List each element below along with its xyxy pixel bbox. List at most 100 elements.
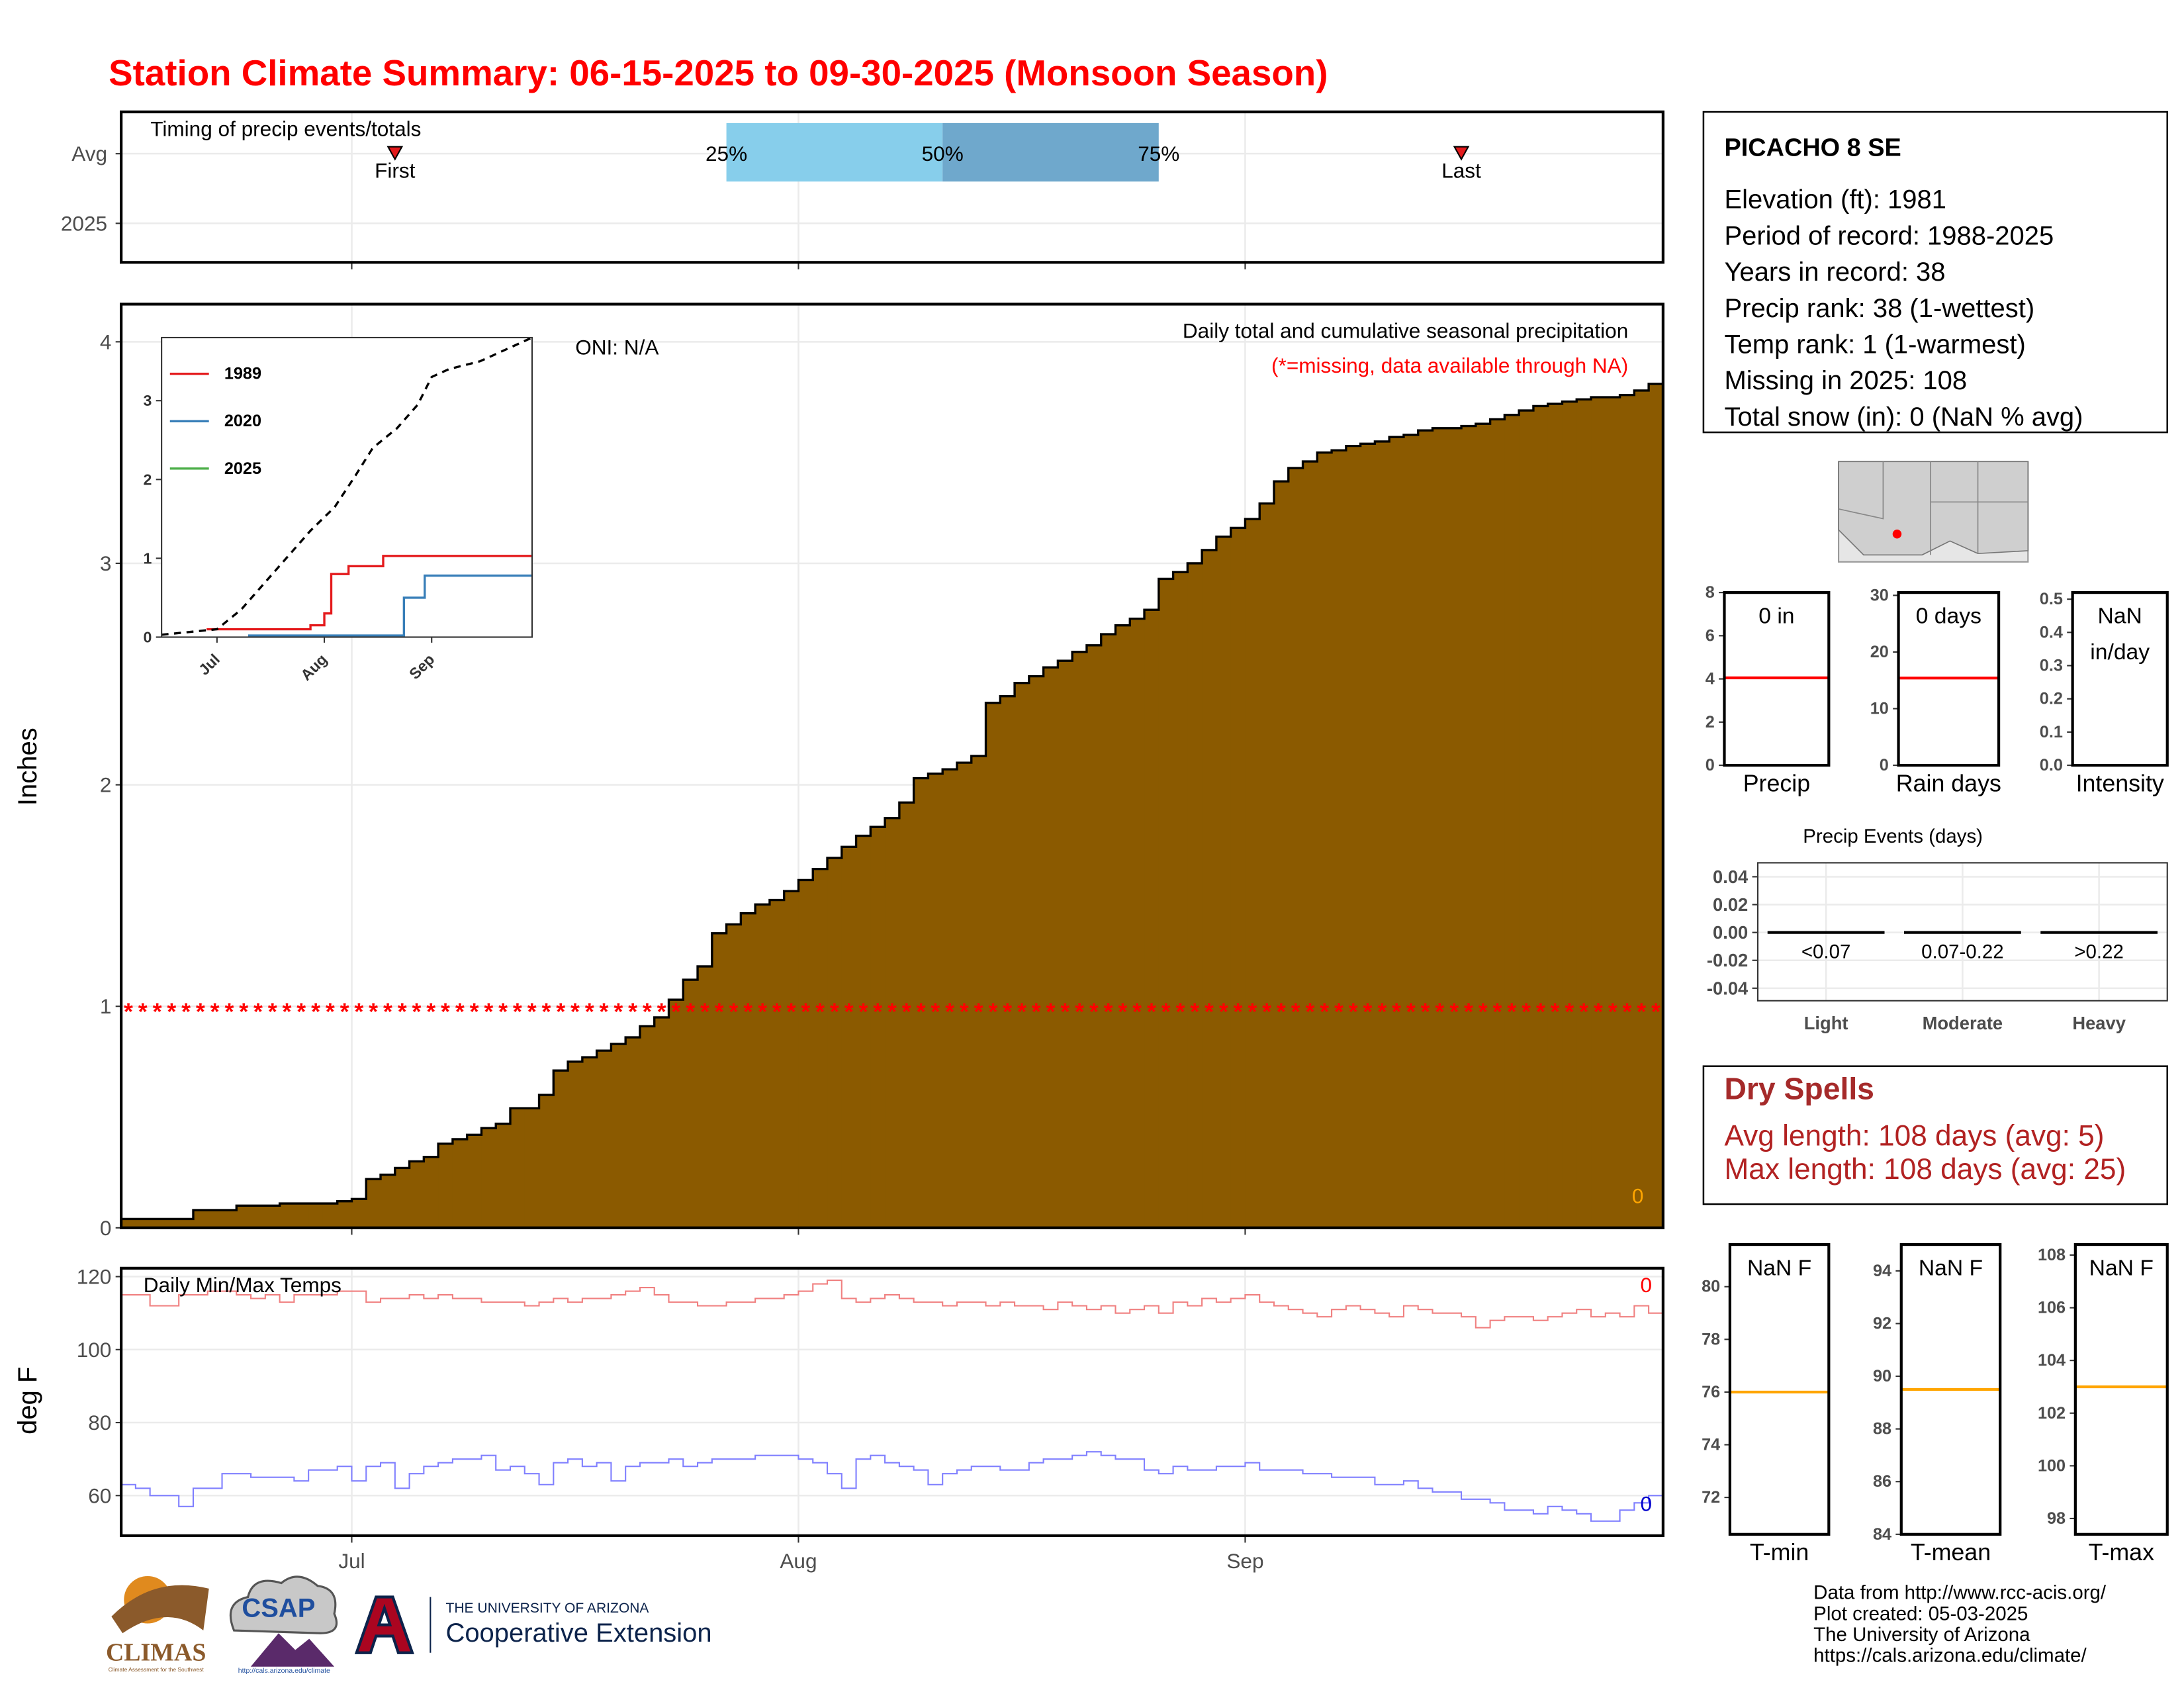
panel-label: Precip [1743, 770, 1810, 796]
event-marker [1453, 146, 1470, 161]
precip-step [1533, 406, 1549, 1228]
precip-step [639, 1026, 655, 1228]
legend-label: 1989 [224, 365, 261, 383]
missing-marker: * [988, 999, 997, 1025]
precip-step [496, 1123, 511, 1228]
y-tick-label: 94 [1873, 1262, 1891, 1280]
missing-marker: * [1132, 999, 1142, 1025]
y-tick-label: 0.3 [2040, 657, 2063, 675]
temp-line [121, 1279, 1663, 1329]
x-tick-label: Sep [1226, 1549, 1263, 1573]
y-tick-label: 106 [2038, 1299, 2066, 1317]
missing-marker: * [1579, 999, 1588, 1025]
map-states [1838, 461, 2029, 556]
missing-marker: * [1320, 999, 1329, 1025]
missing-marker: * [585, 999, 594, 1025]
missing-marker: * [1377, 999, 1387, 1025]
missing-marker: * [1104, 999, 1113, 1025]
precip-step [164, 1219, 180, 1228]
y-tick-label: 100 [77, 1338, 112, 1362]
y-tick-label: 92 [1873, 1314, 1891, 1333]
station-dot [1892, 529, 1902, 539]
y-tick-label: 78 [1702, 1330, 1720, 1348]
panel-title: Daily Min/Max Temps [144, 1273, 341, 1297]
x-tick-label: Sep [406, 651, 437, 682]
station-info: Precip rank: 38 (1-wettest) [1724, 294, 2034, 323]
missing-marker: * [224, 999, 234, 1025]
precip-step [899, 802, 915, 1228]
precip-outline [121, 383, 1663, 1221]
panel-title: Precip Events (days) [1803, 825, 1983, 847]
precip-step [813, 868, 828, 1228]
value-label: NaN F [2089, 1256, 2154, 1280]
missing-marker: * [470, 999, 479, 1025]
missing-marker: * [844, 999, 854, 1025]
missing-marker: * [1392, 999, 1401, 1025]
missing-marker: * [1060, 999, 1069, 1025]
precip-step [1345, 445, 1361, 1228]
precip-step [1115, 625, 1131, 1228]
precip-step [870, 827, 886, 1228]
missing-marker: * [498, 999, 508, 1025]
legend-label: 2025 [224, 459, 261, 478]
value-label: 0 days [1916, 604, 1981, 628]
y-tick-label: 1 [144, 549, 152, 567]
precip-step [135, 1219, 151, 1228]
missing-marker: * [1032, 999, 1041, 1025]
missing-marker: * [1565, 999, 1574, 1025]
precip-step [1072, 651, 1087, 1228]
precip-step [1360, 444, 1376, 1228]
missing-marker: * [600, 999, 609, 1025]
precip-step [481, 1128, 497, 1228]
missing-marker: * [902, 999, 911, 1025]
precip-step [539, 1095, 555, 1228]
missing-marker: * [210, 999, 220, 1025]
precip-step [971, 756, 987, 1228]
missing-marker: * [541, 999, 551, 1025]
precip-step [1302, 461, 1318, 1228]
precip-step [611, 1044, 627, 1228]
climas-swoosh [111, 1585, 209, 1634]
missing-marker: * [412, 999, 421, 1025]
missing-marker: * [1075, 999, 1084, 1025]
precip-step [1375, 441, 1390, 1228]
y-tick-label: 2 [100, 773, 112, 797]
y-axis-label: Inches [13, 727, 42, 806]
value-label: 0 in [1758, 604, 1794, 628]
precip-step [841, 847, 857, 1228]
precip-step [1389, 437, 1404, 1228]
y-tick-label: 74 [1702, 1436, 1720, 1454]
missing-marker: * [570, 999, 580, 1025]
y-tick-label: 72 [1702, 1488, 1720, 1507]
y-tick-label: 6 [1706, 626, 1715, 645]
panel-border [119, 1266, 1664, 1538]
precip-step [885, 818, 900, 1228]
precip-step [1015, 682, 1030, 1228]
precip-step [596, 1051, 612, 1228]
end-label: 0 [1640, 1273, 1652, 1297]
dry-box [1702, 1065, 2169, 1205]
missing-marker: * [801, 999, 810, 1025]
y-tick-label: 108 [2038, 1246, 2066, 1264]
missing-marker: * [455, 999, 465, 1025]
missing-marker: * [643, 999, 652, 1025]
missing-marker: * [398, 999, 407, 1025]
precip-step [913, 778, 929, 1228]
precip-step [625, 1037, 641, 1228]
precip-step [222, 1210, 238, 1228]
x-tick-label: Moderate [1923, 1013, 2003, 1033]
precip-step [582, 1057, 598, 1228]
y-tick-label: 0 [100, 1216, 112, 1240]
y-tick-label: -0.04 [1707, 978, 1749, 998]
missing-marker: * [124, 999, 133, 1025]
missing-marker: * [1190, 999, 1199, 1025]
station-info: Period of record: 1988-2025 [1724, 221, 2054, 250]
missing-marker: * [1003, 999, 1012, 1025]
y-tick-label: 76 [1702, 1383, 1720, 1401]
precip-step [467, 1135, 482, 1228]
y-tick-label: 2 [144, 471, 152, 488]
precip-step [1101, 634, 1116, 1228]
panel-border [1728, 1243, 1831, 1536]
value-label: NaN F [1919, 1256, 1983, 1280]
